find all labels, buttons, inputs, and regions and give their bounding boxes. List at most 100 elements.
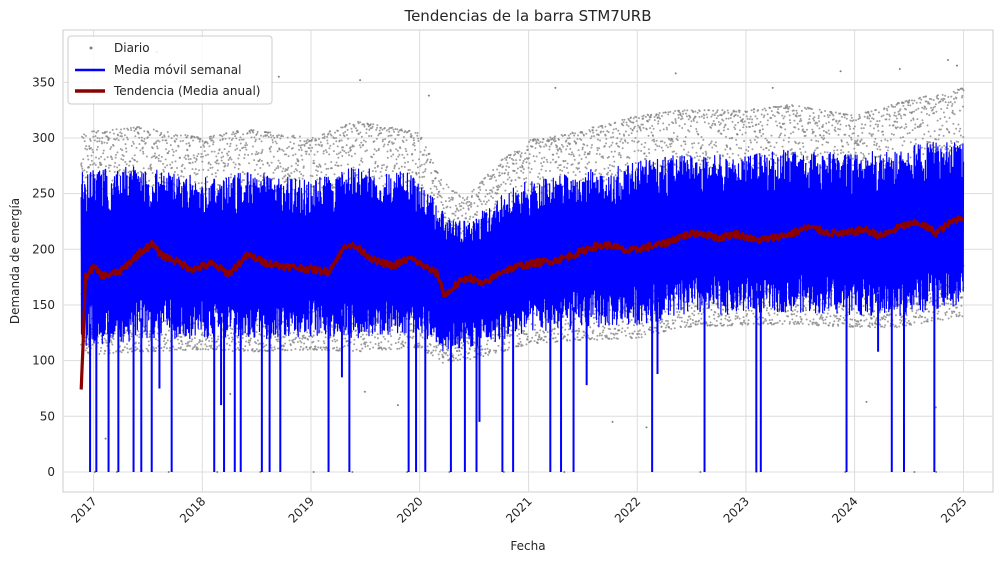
diario-point xyxy=(680,320,683,323)
diario-point xyxy=(504,189,507,192)
diario-point xyxy=(311,146,314,149)
diario-point xyxy=(157,157,160,160)
diario-point xyxy=(802,145,805,148)
diario-point xyxy=(457,354,460,357)
diario-point xyxy=(555,160,558,163)
diario-point xyxy=(208,339,211,342)
diario-point xyxy=(499,174,502,177)
diario-point xyxy=(767,149,770,152)
diario-point xyxy=(309,346,312,349)
diario-point xyxy=(200,155,203,158)
diario-point xyxy=(527,189,530,192)
diario-point xyxy=(157,159,160,162)
diario-point xyxy=(657,113,660,116)
diario-point xyxy=(478,198,481,201)
diario-point xyxy=(736,114,739,117)
diario-point xyxy=(137,171,140,174)
diario-point xyxy=(582,330,585,333)
diario-point xyxy=(98,352,101,355)
diario-point xyxy=(542,160,545,163)
diario-point xyxy=(423,149,426,152)
diario-point xyxy=(225,132,228,135)
diario-point xyxy=(217,335,220,338)
diario-point xyxy=(549,161,552,164)
diario-point xyxy=(154,338,157,341)
diario-point xyxy=(114,153,117,156)
diario-point xyxy=(468,200,471,203)
diario-point xyxy=(756,117,759,120)
diario-point xyxy=(187,341,190,344)
diario-point xyxy=(538,336,541,339)
diario-point xyxy=(89,163,92,166)
diario-point xyxy=(381,164,384,167)
diario-point xyxy=(649,116,652,119)
diario-point xyxy=(537,139,540,142)
diario-point xyxy=(713,143,716,146)
diario-point xyxy=(404,180,407,183)
diario-point xyxy=(590,135,593,138)
diario-point xyxy=(770,116,773,119)
diario-point xyxy=(703,109,706,112)
diario-point xyxy=(513,150,516,153)
diario-point xyxy=(494,200,497,203)
diario-point xyxy=(539,140,542,143)
diario-point xyxy=(82,158,85,161)
diario-point xyxy=(488,351,491,354)
diario-point xyxy=(108,170,111,173)
diario-point xyxy=(312,334,315,337)
diario-point xyxy=(130,129,133,132)
diario-point xyxy=(198,140,201,143)
diario-point xyxy=(527,157,530,160)
diario-point xyxy=(314,345,317,348)
diario-point xyxy=(720,132,723,135)
diario-point xyxy=(760,134,763,137)
diario-point xyxy=(589,130,592,133)
diario-point xyxy=(120,128,123,131)
diario-point xyxy=(395,148,398,151)
diario-point xyxy=(726,145,729,148)
diario-point xyxy=(211,173,214,176)
diario-point xyxy=(357,133,360,135)
diario-point xyxy=(165,347,168,350)
diario-point xyxy=(723,126,726,129)
diario-point xyxy=(343,150,346,153)
diario-point xyxy=(805,128,808,131)
diario-point xyxy=(200,343,203,346)
diario-point xyxy=(529,139,532,142)
diario-point xyxy=(738,317,741,320)
diario-point xyxy=(293,142,296,145)
diario-point xyxy=(631,139,634,142)
diario-point xyxy=(816,124,819,127)
diario-point xyxy=(545,158,548,161)
diario-point xyxy=(215,340,218,343)
diario-point xyxy=(537,175,540,178)
diario-point xyxy=(641,322,644,325)
diario-point xyxy=(817,117,820,120)
diario-point xyxy=(336,145,339,148)
diario-point xyxy=(520,152,523,155)
diario-point xyxy=(608,337,611,340)
diario-point xyxy=(312,330,315,333)
diario-point xyxy=(712,120,715,123)
diario-point xyxy=(156,145,159,148)
diario-point xyxy=(712,109,715,112)
diario-point xyxy=(238,138,241,141)
diario-point xyxy=(404,147,407,150)
diario-point xyxy=(292,331,295,334)
diario-point xyxy=(800,109,803,112)
diario-point xyxy=(116,166,119,169)
diario-point xyxy=(255,342,258,345)
diario-point xyxy=(796,310,799,313)
diario-point xyxy=(373,175,376,178)
diario-point xyxy=(637,124,640,127)
diario-point xyxy=(593,312,596,315)
diario-point xyxy=(212,143,215,146)
diario-point xyxy=(541,165,544,168)
diario-point xyxy=(578,330,581,333)
diario-point xyxy=(791,313,794,316)
diario-point xyxy=(478,186,481,189)
diario-point xyxy=(333,346,336,349)
diario-point xyxy=(129,329,132,332)
diario-point xyxy=(273,177,276,180)
diario-point xyxy=(608,163,611,166)
